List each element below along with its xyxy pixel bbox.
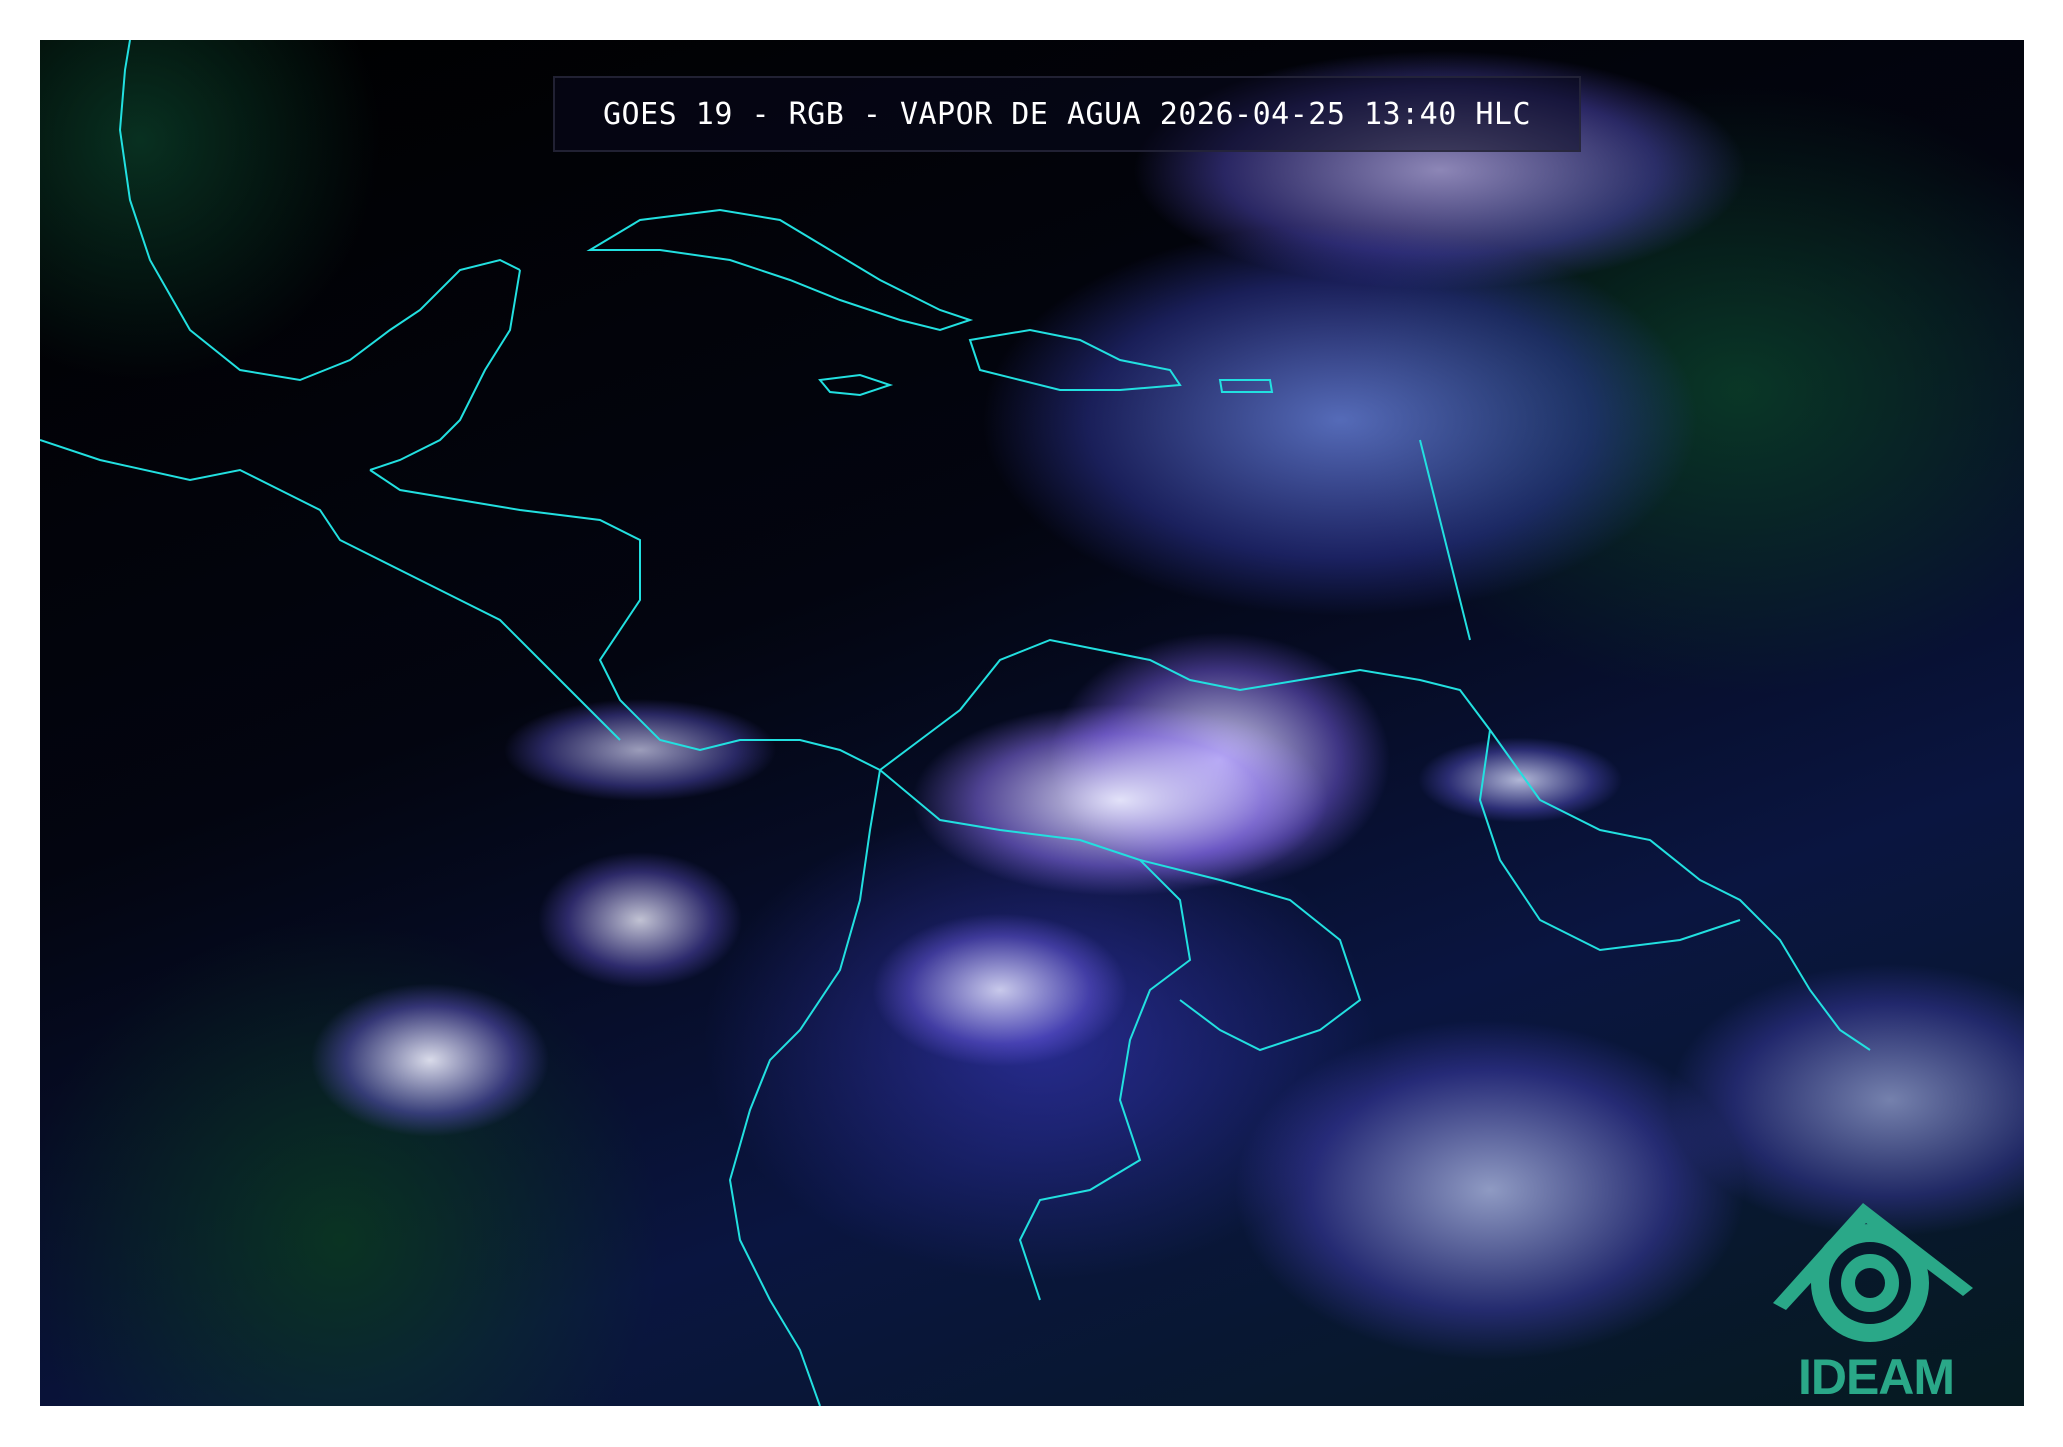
coastline-south-america-north: [879, 638, 1871, 1051]
coastline-puerto-rico: [1218, 379, 1274, 393]
coastline-hispaniola: [968, 328, 1182, 391]
coastline-cuba: [586, 208, 974, 332]
ideam-logo-text: IDEAM: [1797, 1349, 1955, 1405]
border-guianas: [1478, 729, 1741, 952]
coastline-mexico-pacific: [40, 439, 621, 741]
title-banner: GOES 19 - RGB - VAPOR DE AGUA 2026-04-25…: [553, 76, 1581, 152]
image-title: GOES 19 - RGB - VAPOR DE AGUA 2026-04-25…: [602, 96, 1532, 132]
coastline-gulf-florida: [118, 40, 521, 382]
coastline-lesser-antilles: [1419, 439, 1471, 641]
ideam-logo: IDEAM: [1758, 1178, 1988, 1405]
border-venezuela: [1139, 859, 1362, 1052]
border-colombia: [879, 769, 1192, 1301]
ideam-logo-icon: [1773, 1203, 1973, 1342]
coastline-yucatan: [369, 269, 521, 471]
coastline-central-america: [369, 469, 881, 771]
coastline-overlay: [40, 40, 1871, 1406]
coastline-jamaica: [818, 373, 894, 397]
satellite-image: [40, 40, 2024, 1406]
coastline-south-america-pacific: [728, 769, 881, 1406]
